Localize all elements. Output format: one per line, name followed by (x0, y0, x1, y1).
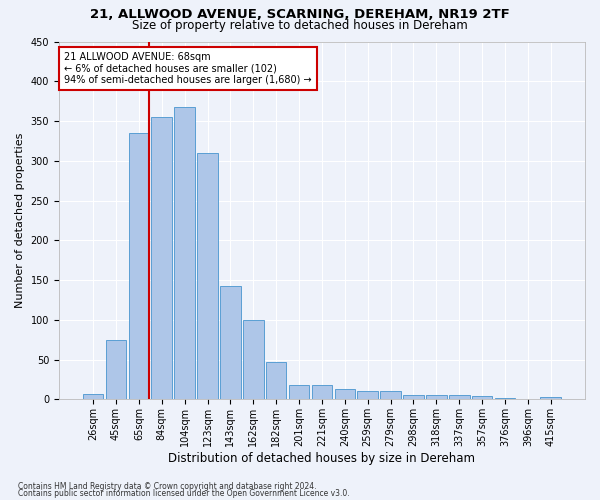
Bar (243, 320, 263, 400)
Bar (380, 392, 401, 400)
Bar (175, 106, 195, 400)
Bar (495, 398, 515, 400)
Bar (128, 133, 149, 400)
Text: Contains public sector information licensed under the Open Government Licence v3: Contains public sector information licen… (18, 489, 350, 498)
Bar (220, 286, 241, 400)
Bar (472, 396, 493, 400)
Bar (197, 153, 218, 400)
Bar (266, 362, 286, 400)
Y-axis label: Number of detached properties: Number of detached properties (15, 133, 25, 308)
Bar (83, 394, 103, 400)
Text: Contains HM Land Registry data © Crown copyright and database right 2024.: Contains HM Land Registry data © Crown c… (18, 482, 317, 491)
Text: Size of property relative to detached houses in Dereham: Size of property relative to detached ho… (132, 18, 468, 32)
Bar (449, 394, 470, 400)
Bar (289, 385, 310, 400)
Bar (151, 117, 172, 400)
Text: 21 ALLWOOD AVENUE: 68sqm
← 6% of detached houses are smaller (102)
94% of semi-d: 21 ALLWOOD AVENUE: 68sqm ← 6% of detache… (64, 52, 312, 86)
Bar (541, 397, 561, 400)
Bar (403, 396, 424, 400)
Bar (518, 398, 538, 400)
Bar (335, 389, 355, 400)
Bar (426, 394, 446, 400)
Bar (106, 340, 126, 400)
X-axis label: Distribution of detached houses by size in Dereham: Distribution of detached houses by size … (169, 452, 475, 465)
Bar (311, 385, 332, 400)
Bar (358, 392, 378, 400)
Text: 21, ALLWOOD AVENUE, SCARNING, DEREHAM, NR19 2TF: 21, ALLWOOD AVENUE, SCARNING, DEREHAM, N… (90, 8, 510, 20)
